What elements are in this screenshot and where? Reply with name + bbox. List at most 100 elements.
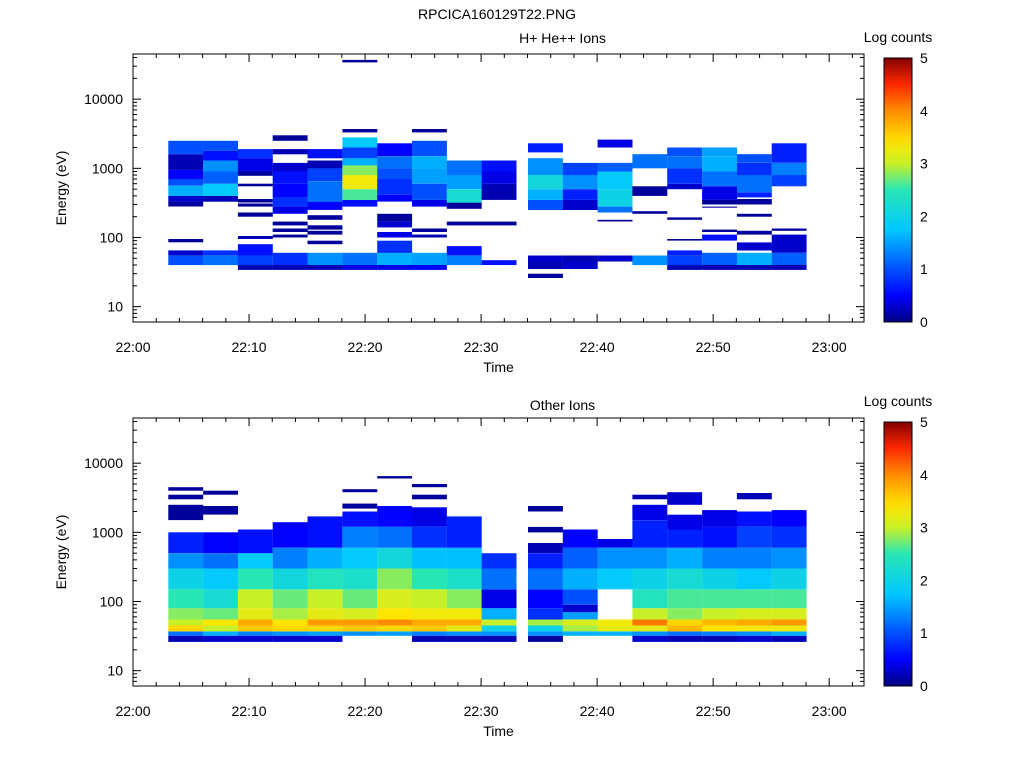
heatmap-cell: [702, 510, 737, 527]
heatmap-cell: [168, 195, 204, 202]
heatmap-cell: [168, 179, 204, 186]
heatmap-cell: [771, 631, 807, 636]
heatmap-cell: [771, 510, 807, 527]
heatmap-cell: [667, 255, 703, 266]
heatmap-cell: [412, 129, 447, 133]
heatmap-cell: [342, 503, 378, 509]
heatmap-cell: [736, 635, 772, 642]
heatmap-cell: [771, 619, 807, 626]
x-tick-label: 22:50: [696, 339, 731, 355]
panel-title: H+ He++ Ions: [519, 30, 606, 46]
heatmap-cell: [377, 625, 413, 632]
heatmap-cell: [272, 183, 308, 198]
heatmap-cell: [377, 526, 413, 548]
heatmap-cell: [412, 183, 447, 200]
heatmap-cell: [736, 162, 772, 176]
heatmap-cell: [168, 553, 204, 569]
heatmap-cell: [702, 252, 737, 265]
heatmap-cell: [597, 171, 633, 190]
colorbar-tick-label: 2: [920, 572, 928, 588]
heatmap-cell: [446, 221, 482, 226]
heatmap-cell: [272, 162, 308, 172]
heatmap-cell: [736, 511, 772, 527]
heatmap-cell: [377, 168, 413, 179]
heatmap-cell: [771, 526, 807, 548]
heatmap-cell: [307, 635, 343, 642]
heatmap-cell: [528, 273, 563, 278]
y-tick-label: 10: [107, 663, 123, 679]
heatmap-cell: [702, 156, 737, 172]
heatmap-cell: [237, 265, 273, 270]
heatmap-cell: [272, 522, 308, 548]
heatmap-cell: [667, 514, 703, 530]
heatmap-cell: [562, 175, 598, 190]
heatmap-cell: [667, 631, 703, 636]
heatmap-cell: [771, 635, 807, 642]
panels: 22:00 22:10 22:20 22:30 22:40 22:50 23:00 Time 1…: [53, 29, 932, 739]
y-tick-label: 10: [107, 299, 123, 315]
heatmap-cell: [632, 154, 668, 169]
heatmap-cell: [562, 261, 598, 269]
heatmap-cell: [412, 484, 447, 488]
heatmap-cell: [597, 568, 633, 590]
heatmap-cell: [272, 619, 308, 626]
heatmap-cell: [481, 171, 517, 184]
colorbar-tick-label: 4: [920, 103, 928, 119]
heatmap-cell: [168, 140, 204, 155]
heatmap-cell: [377, 589, 413, 609]
heatmap-cell: [168, 589, 204, 609]
colorbar-tick-label: 1: [920, 625, 928, 641]
colorbar-tick-label: 0: [920, 314, 928, 330]
heatmap-cell: [272, 228, 308, 232]
heatmap-cell: [736, 175, 772, 193]
heatmap-cell: [736, 568, 772, 590]
heatmap-cell: [272, 197, 308, 207]
heatmap-cell: [481, 183, 517, 200]
heatmap-cell: [528, 506, 563, 512]
heatmap-cell: [562, 631, 598, 636]
x-tick-label: 23:00: [812, 703, 847, 719]
heatmap-cell: [702, 265, 737, 270]
heatmap-cell: [562, 619, 598, 626]
heatmap-cell: [736, 619, 772, 626]
x-axis-label: Time: [483, 723, 514, 739]
heatmap-cell: [446, 589, 482, 609]
heatmap-cell: [528, 619, 563, 626]
heatmap-cell: [446, 246, 482, 256]
heatmap-cell: [667, 625, 703, 632]
heatmap-cell: [307, 230, 343, 235]
heatmap-cell: [446, 547, 482, 569]
heatmap-cell: [237, 635, 273, 642]
heatmap-cell: [736, 213, 772, 217]
heatmap-cell: [377, 619, 413, 626]
heatmap-cell: [237, 244, 273, 256]
heatmap-cell: [342, 608, 378, 620]
heatmap-cell: [771, 143, 807, 163]
heatmap-cell: [446, 619, 482, 626]
heatmap-cell: [632, 631, 668, 636]
heatmap-cell: [307, 625, 343, 632]
heatmap-cell: [597, 139, 633, 148]
x-tick-label: 22:10: [232, 703, 267, 719]
heatmap-cell: [446, 516, 482, 548]
heatmap-cell: [562, 604, 598, 613]
heatmap-cell: [528, 189, 563, 200]
heatmap-cell: [481, 589, 517, 609]
x-tick-label: 22:20: [348, 339, 383, 355]
heatmap-cell: [771, 252, 807, 265]
x-tick-label: 22:30: [464, 339, 499, 355]
heatmap-cell: [771, 589, 807, 609]
heatmap-cell: [272, 608, 308, 620]
x-tick-label: 22:50: [696, 703, 731, 719]
heatmap-cell: [667, 568, 703, 590]
heatmap-cell: [168, 568, 204, 590]
heatmap-cell: [377, 213, 413, 222]
heatmap-cell: [667, 529, 703, 548]
heatmap-cell: [272, 625, 308, 632]
colorbar-label: Log counts: [864, 393, 933, 409]
y-tick-label: 1000: [92, 160, 123, 176]
heatmap-cell: [736, 265, 772, 270]
heatmap-cell: [528, 199, 563, 210]
heatmap-cell: [736, 230, 772, 235]
x-tick-label: 23:00: [812, 339, 847, 355]
